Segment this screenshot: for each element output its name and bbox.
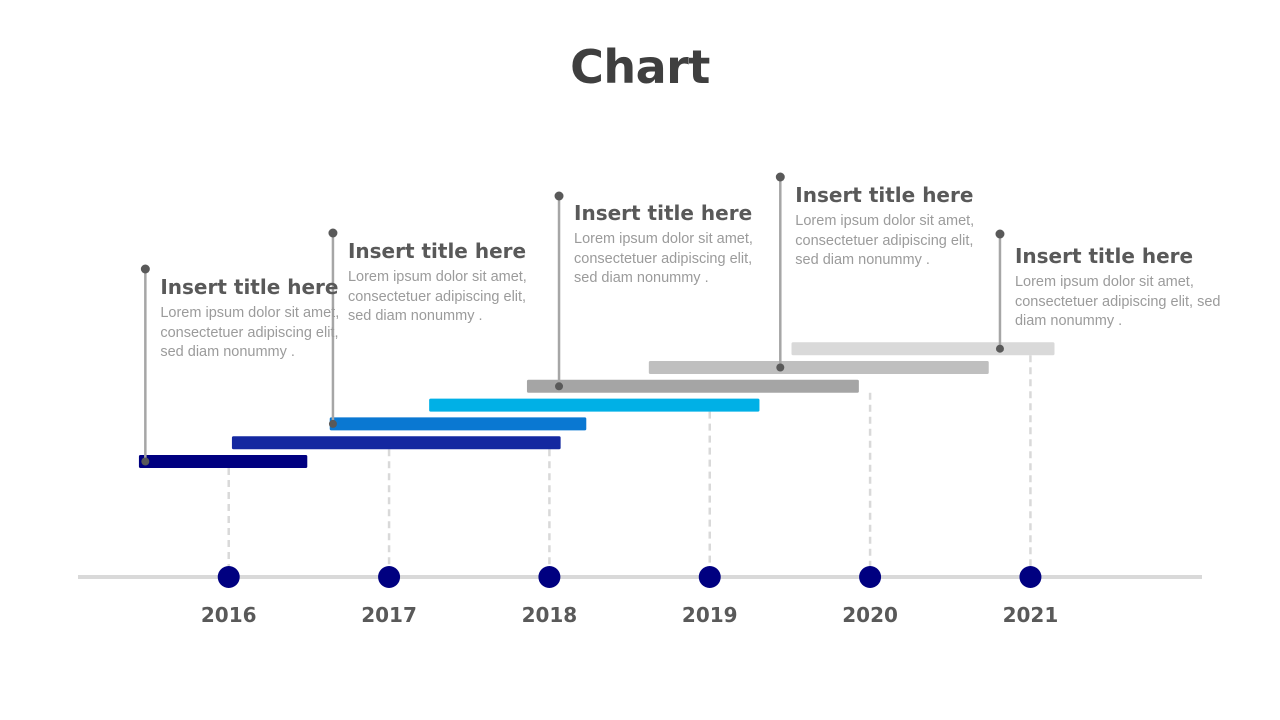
bar-3 (329, 417, 587, 431)
bars (138, 342, 1055, 468)
tick-label-2019: 2019 (682, 603, 738, 627)
callout-title: Insert title here (1014, 244, 1194, 268)
year-dot-2019 (698, 566, 721, 588)
tick-label-2016: 2016 (201, 603, 257, 627)
bar-1 (138, 455, 308, 468)
callout-pin-top-dot-4 (775, 172, 785, 182)
callout-1: Insert title here Lorem ipsum dolor sit a… (160, 275, 340, 363)
callout-text: Lorem ipsum dolor sit amet, consectetuer… (1014, 274, 1221, 329)
callout-text: Lorem ipsum dolor sit amet, consectetuer… (795, 213, 975, 268)
callout-title: Insert title here (160, 275, 339, 299)
tick-label-2021: 2021 (1003, 603, 1059, 627)
callout-title: Insert title here (574, 201, 753, 225)
year-markers: 2016 2017 2018 2019 2020 2021 (201, 566, 1058, 627)
callout-5: Insert title here Lorem ipsum dolor sit a… (1015, 244, 1255, 332)
tick-label-2018: 2018 (522, 603, 578, 627)
year-dot-2018 (538, 566, 561, 588)
callout-pin-top-dot-2 (328, 228, 338, 238)
callout-pin-bar-dot-1 (141, 457, 150, 466)
callout-pin-bar-dot-3 (555, 382, 564, 391)
year-dot-2020 (859, 566, 882, 588)
callout-pin-top-dot-1 (140, 264, 150, 274)
callout-text: Lorem ipsum dolor sit amet, consectetuer… (347, 269, 527, 324)
callout-text: Lorem ipsum dolor sit amet, consectetuer… (160, 305, 340, 360)
callout-pin-top-dot-3 (554, 191, 564, 201)
bar-4 (429, 398, 760, 412)
callout-title: Insert title here (347, 239, 527, 263)
callout-title: Insert title here (795, 183, 974, 207)
bar-7 (791, 342, 1055, 356)
year-dot-2017 (378, 566, 401, 588)
callout-pin-bar-dot-5 (995, 344, 1004, 353)
callout-3: Insert title here Lorem ipsum dolor sit a… (574, 201, 754, 289)
bar-5 (526, 379, 859, 393)
callout-pin-top-dot-5 (995, 229, 1005, 239)
callout-2: Insert title here Lorem ipsum dolor sit a… (348, 239, 528, 327)
year-dot-2016 (217, 566, 240, 588)
tick-label-2017: 2017 (361, 603, 417, 627)
bar-2 (231, 436, 561, 450)
callout-pin-bar-dot-2 (328, 419, 337, 428)
guide-lines (227, 355, 1032, 567)
year-dot-2021 (1019, 566, 1042, 588)
chart-title: Chart (570, 40, 710, 94)
tick-label-2020: 2020 (842, 603, 898, 627)
callout-pin-bar-dot-4 (776, 363, 785, 372)
bar-6 (648, 361, 989, 374)
callout-text: Lorem ipsum dolor sit amet, consectetuer… (574, 231, 753, 286)
callout-pins (140, 172, 1005, 466)
callout-4: Insert title here Lorem ipsum dolor sit a… (795, 183, 975, 271)
